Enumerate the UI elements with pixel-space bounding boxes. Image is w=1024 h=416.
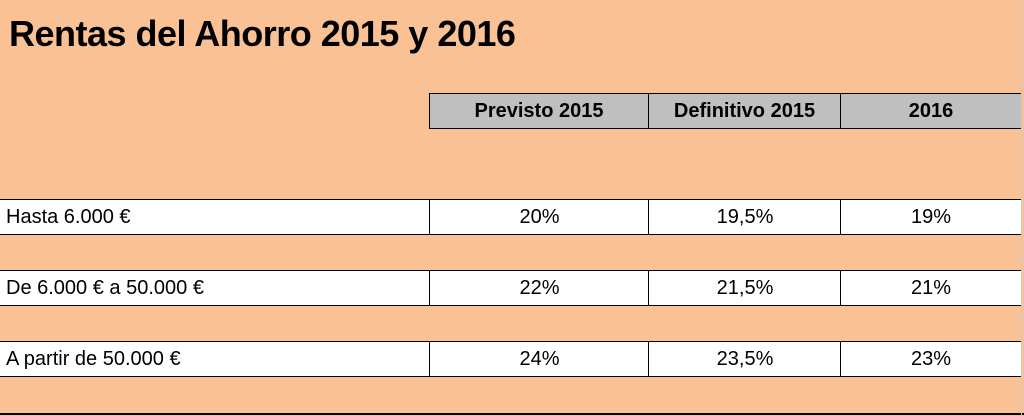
column-header-2016[interactable]: 2016 [840, 93, 1022, 129]
cell-previsto-2015[interactable]: 24% [429, 341, 649, 377]
row-label-a-partir-50000[interactable]: A partir de 50.000 € [0, 341, 430, 377]
right-border [1021, 0, 1022, 416]
column-header-definitivo-2015[interactable]: Definitivo 2015 [648, 93, 841, 129]
cell-2016[interactable]: 23% [840, 341, 1022, 377]
cell-definitivo-2015[interactable]: 21,5% [648, 270, 841, 306]
cell-definitivo-2015[interactable]: 23,5% [648, 341, 841, 377]
cell-previsto-2015[interactable]: 22% [429, 270, 649, 306]
cell-2016[interactable]: 21% [840, 270, 1022, 306]
column-header-previsto-2015[interactable]: Previsto 2015 [429, 93, 649, 129]
row-label-6000-a-50000[interactable]: De 6.000 € a 50.000 € [0, 270, 430, 306]
cell-2016[interactable]: 19% [840, 199, 1022, 235]
cell-previsto-2015[interactable]: 20% [429, 199, 649, 235]
cell-definitivo-2015[interactable]: 19,5% [648, 199, 841, 235]
bottom-border [0, 413, 1024, 415]
row-label-hasta-6000[interactable]: Hasta 6.000 € [0, 199, 430, 235]
page-title: Rentas del Ahorro 2015 y 2016 [9, 13, 516, 54]
